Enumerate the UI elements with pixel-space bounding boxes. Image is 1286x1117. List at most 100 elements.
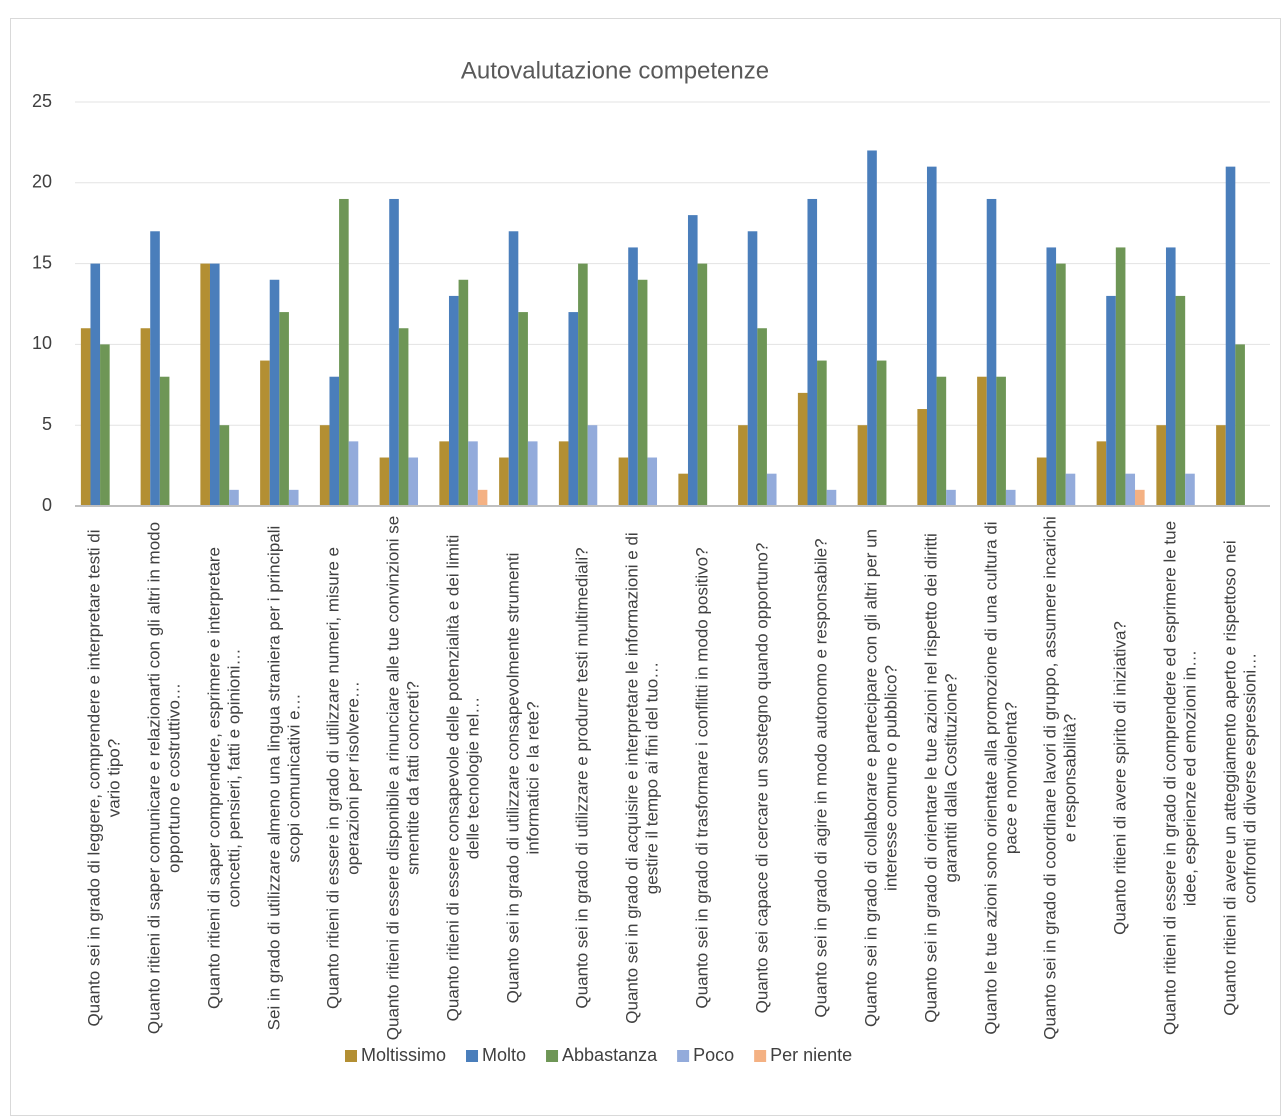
x-tick-label: Quanto ritieni di saper comprendere, esp…: [204, 546, 244, 1009]
bar: [1175, 295, 1186, 506]
bar: [448, 295, 459, 506]
bar: [946, 489, 956, 506]
bar: [260, 360, 270, 506]
bar: [986, 198, 997, 506]
bar: [687, 215, 698, 506]
bar: [917, 409, 927, 506]
bar: [876, 360, 887, 506]
legend-label: Per niente: [770, 1045, 852, 1065]
legend-label: Molto: [482, 1045, 526, 1065]
bar: [90, 263, 101, 506]
x-tick-label: Quanto ritieni di avere un atteggiamento…: [1220, 539, 1260, 1016]
bar: [468, 441, 478, 506]
bar: [1005, 489, 1016, 506]
bar: [1156, 425, 1166, 506]
x-tick-label: Quanto ritieni di avere spirito di inizi…: [1110, 620, 1130, 935]
bar: [80, 328, 91, 506]
bar: [826, 489, 837, 506]
bar: [1225, 166, 1236, 506]
bar: [797, 392, 808, 506]
x-tick-label: Quanto sei capace di cercare un sostegno…: [752, 542, 772, 1013]
bar: [747, 231, 758, 506]
bar: [757, 328, 767, 506]
bar: [1216, 425, 1226, 506]
bar: [499, 457, 509, 506]
bar: [678, 473, 688, 506]
bar: [408, 457, 419, 506]
y-tick-label: 15: [32, 252, 52, 272]
bar: [319, 425, 330, 506]
bar: [1165, 247, 1176, 506]
bar: [618, 457, 629, 506]
x-tick-label: Quanto ritieni di essere disponibile a r…: [383, 515, 423, 1040]
bar: [857, 425, 868, 506]
y-tick-label: 5: [42, 414, 52, 434]
bar: [817, 360, 827, 506]
legend-swatch: [345, 1050, 357, 1062]
bar: [1036, 457, 1047, 506]
bar: [159, 376, 170, 506]
x-tick-label: Quanto sei in grado di acquisire e inter…: [622, 531, 662, 1024]
bar: [578, 263, 588, 506]
x-tick-label: Quanto sei in grado di orientare le tue …: [921, 532, 961, 1023]
bar: [100, 344, 110, 506]
bar: [1046, 247, 1057, 506]
bar: [1125, 473, 1136, 506]
x-tick-label: Quanto ritieni di essere in grado di uti…: [323, 546, 363, 1009]
bar: [738, 425, 748, 506]
bar: [458, 279, 469, 506]
y-tick-label: 0: [42, 495, 52, 515]
bar: [1185, 473, 1195, 506]
x-tick-label: Quanto sei in grado di coordinare lavori…: [1040, 515, 1080, 1040]
bar: [568, 312, 579, 506]
y-tick-label: 25: [32, 91, 52, 111]
bar: [518, 312, 528, 506]
x-tick-label: Quanto ritieni di essere consapevole del…: [443, 534, 483, 1021]
y-tick-label: 20: [32, 172, 52, 192]
bar: [229, 489, 239, 506]
bar: [628, 247, 638, 506]
x-tick-label: Quanto sei in grado di leggere, comprend…: [84, 528, 124, 1027]
bar: [587, 425, 598, 506]
bar: [209, 263, 220, 506]
bar: [389, 198, 399, 506]
x-tick-label: Quanto sei in grado di utilizzare consap…: [503, 552, 543, 1003]
bar: [477, 489, 488, 506]
bar: [329, 376, 340, 506]
x-tick-label: Quanto le tue azioni sono orientate alla…: [981, 520, 1021, 1035]
bar: [1135, 489, 1145, 506]
bar: [348, 441, 359, 506]
bar: [807, 198, 818, 506]
bar: [766, 473, 777, 506]
bar: [1096, 441, 1107, 506]
legend-swatch: [677, 1050, 690, 1062]
bar: [269, 279, 280, 506]
bar: [697, 263, 708, 506]
y-tick-label: 10: [32, 333, 52, 353]
legend-swatch: [754, 1050, 767, 1062]
chart-title: Autovalutazione competenze: [461, 57, 769, 84]
legend-label: Abbastanza: [562, 1045, 658, 1065]
bar: [936, 376, 947, 506]
bar: [140, 328, 151, 506]
x-tick-label: Quanto sei in grado di utilizzare e prod…: [572, 546, 592, 1009]
bar: [1115, 247, 1126, 506]
legend-swatch: [546, 1050, 559, 1062]
chart-frame: [10, 18, 1281, 1116]
bar: [647, 457, 658, 506]
bar: [379, 457, 390, 506]
bar: [1065, 473, 1076, 506]
bar: [150, 231, 160, 506]
x-tick-label: Quanto ritieni di essere in grado di com…: [1160, 520, 1200, 1035]
bar: [508, 231, 519, 506]
bar: [1106, 295, 1116, 506]
bar: [1056, 263, 1066, 506]
bar: [867, 150, 877, 507]
x-tick-label: Sei in grado di utilizzare almeno una li…: [264, 525, 304, 1030]
bar: [996, 376, 1006, 506]
bar: [288, 489, 299, 506]
bar: [339, 198, 349, 506]
bar: [1235, 344, 1245, 506]
